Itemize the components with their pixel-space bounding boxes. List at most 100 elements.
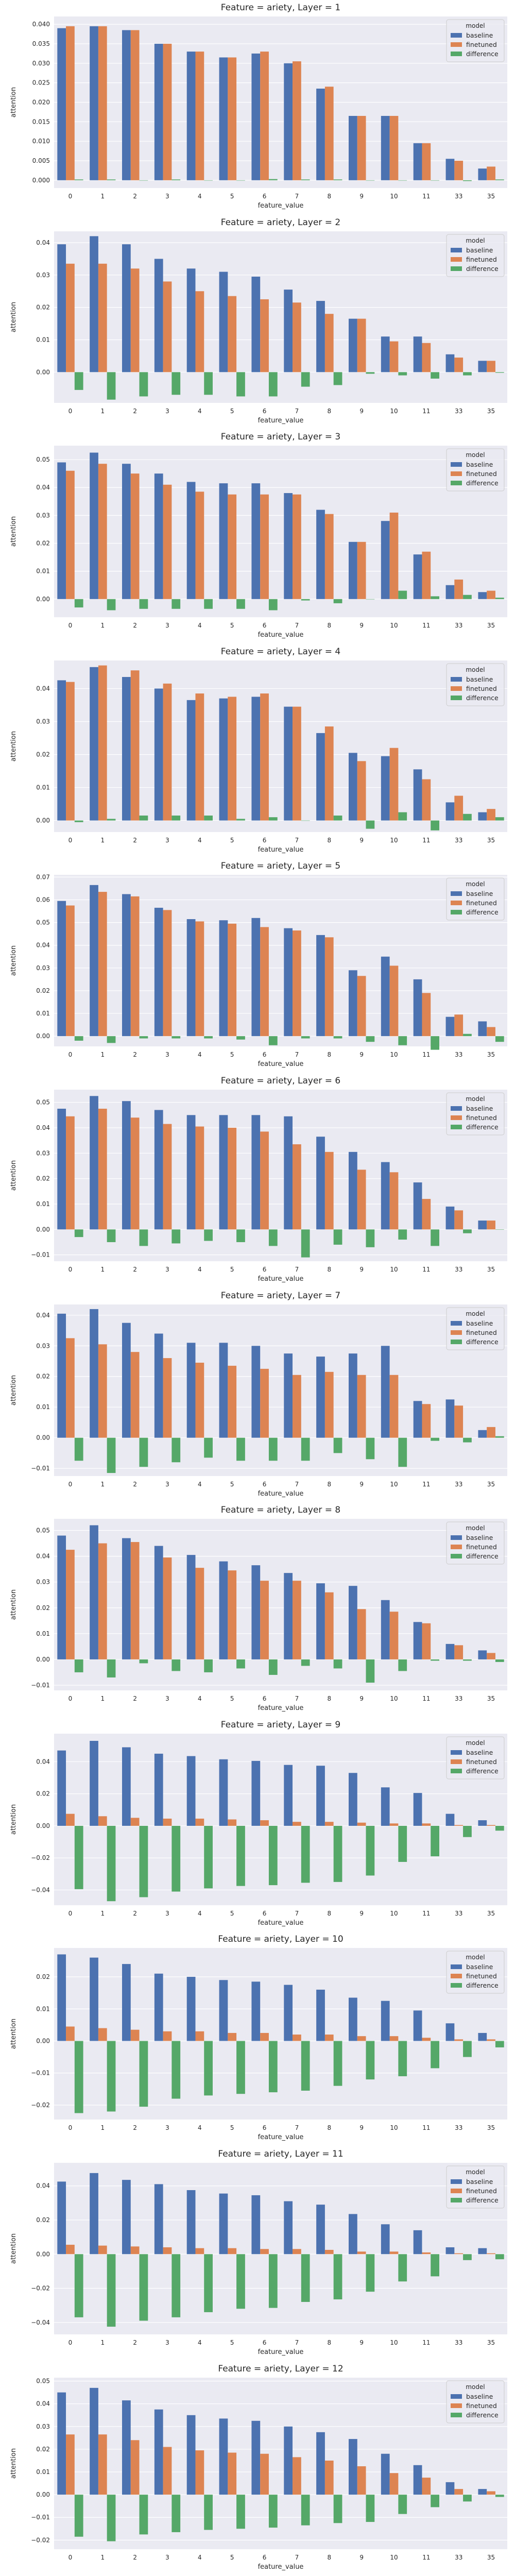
x-tick-label: 10 [390,2124,398,2131]
x-tick-label: 3 [165,2124,169,2131]
x-tick-label: 1 [100,1266,105,1273]
bar-finetuned-11 [422,343,431,372]
bar-difference-2 [139,1437,148,1467]
bar-finetuned-9 [357,115,366,180]
x-axis-label: feature_value [258,1060,304,1068]
bar-baseline-33 [445,2482,455,2495]
bar-difference-33 [463,1229,472,1233]
bar-baseline-1 [90,1096,98,1230]
x-tick-label: 6 [263,1910,267,1917]
bar-finetuned-5 [228,1365,237,1438]
x-tick-label: 4 [198,1481,202,1488]
bar-difference-1 [107,1659,116,1678]
bar-finetuned-5 [228,2248,237,2255]
legend-swatch-finetuned [450,901,462,906]
bar-difference-8 [333,815,342,821]
x-tick-label: 5 [230,1481,234,1488]
x-tick-label: 11 [422,1266,430,1273]
legend-swatch-finetuned [450,1974,462,1979]
x-tick-label: 7 [295,837,299,844]
bar-finetuned-0 [66,2245,75,2255]
y-tick-label: 0.025 [32,79,50,87]
y-tick-label: 0.01 [36,568,50,575]
bar-difference-3 [171,2254,181,2317]
bar-baseline-2 [122,464,131,599]
bar-finetuned-35 [487,808,495,821]
x-tick-label: 10 [390,837,398,844]
chart-title: Feature = ariety, Layer = 1 [221,3,340,13]
x-tick-label: 3 [165,1910,169,1917]
bar-difference-4 [204,180,213,181]
chart-panel-2: Feature = ariety, Layer = 2 0.00 0.01 0.02 0… [10,217,507,425]
bar-finetuned-4 [195,921,204,1037]
legend-label: baseline [466,1534,493,1541]
x-axis-label: feature_value [258,1704,304,1712]
x-tick-label: 4 [198,1051,202,1058]
bar-difference-10 [398,371,407,376]
bar-finetuned-7 [293,2249,301,2255]
y-tick-label: −0.02 [31,2285,50,2292]
x-tick-label: 1 [100,408,105,415]
bar-baseline-5 [219,920,228,1037]
bar-difference-0 [74,1437,83,1461]
x-tick-label: 9 [359,2124,364,2131]
bar-finetuned-11 [422,2477,431,2495]
legend-label: baseline [466,246,493,254]
x-tick-label: 35 [487,193,495,200]
y-tick-label: 0.05 [36,456,50,463]
bar-difference-33 [463,1659,472,1661]
bar-baseline-8 [316,733,325,821]
bar-difference-4 [204,599,213,609]
bar-baseline-5 [219,1115,228,1230]
bar-finetuned-11 [422,143,431,180]
legend-title: model [466,2383,485,2391]
bar-finetuned-10 [389,513,399,599]
x-tick-label: 2 [133,2124,137,2131]
y-tick-label: 0.04 [36,2182,50,2190]
x-axis-label: feature_value [258,417,304,425]
x-tick-label: 3 [165,2554,169,2561]
bar-baseline-9 [348,2214,357,2255]
bar-finetuned-2 [130,670,140,821]
x-tick-label: 8 [327,1910,331,1917]
x-tick-label: 35 [487,1910,495,1917]
bar-difference-6 [268,1659,278,1675]
bar-finetuned-11 [422,993,431,1037]
x-tick-label: 33 [455,1481,462,1488]
x-tick-label: 11 [422,837,430,844]
legend-label: baseline [466,1105,493,1112]
bar-difference-0 [74,2494,83,2537]
y-tick-label: 0.020 [32,98,50,106]
legend-swatch-difference [450,1768,462,1773]
y-tick-label: 0.00 [36,1033,50,1040]
y-tick-label: 0.030 [32,60,50,67]
x-tick-label: 4 [198,1910,202,1917]
bar-difference-11 [431,1036,439,1050]
legend-label: baseline [466,890,493,897]
bar-difference-4 [204,2041,213,2096]
bar-finetuned-1 [98,892,107,1037]
legend-label: finetuned [466,899,497,907]
legend-box [446,2380,505,2424]
y-tick-label: 0.00 [36,1656,50,1663]
bar-finetuned-1 [98,2028,107,2041]
x-tick-label: 5 [230,622,234,629]
bar-difference-2 [139,1229,148,1246]
bar-baseline-8 [316,1766,325,1826]
bar-difference-2 [139,815,148,821]
bar-difference-10 [398,590,407,599]
x-tick-label: 5 [230,2339,234,2346]
x-tick-label: 0 [68,622,73,629]
bar-finetuned-5 [228,924,237,1037]
x-tick-label: 1 [100,1910,105,1917]
chart-panel-4: Feature = ariety, Layer = 4 0.00 0.01 0.02 0… [10,647,507,854]
x-tick-label: 1 [100,2339,105,2346]
bar-difference-6 [268,2041,278,2093]
x-tick-label: 9 [359,1266,364,1273]
bar-finetuned-11 [422,1623,431,1660]
x-axis-label: feature_value [258,846,304,854]
bar-baseline-3 [154,473,163,599]
